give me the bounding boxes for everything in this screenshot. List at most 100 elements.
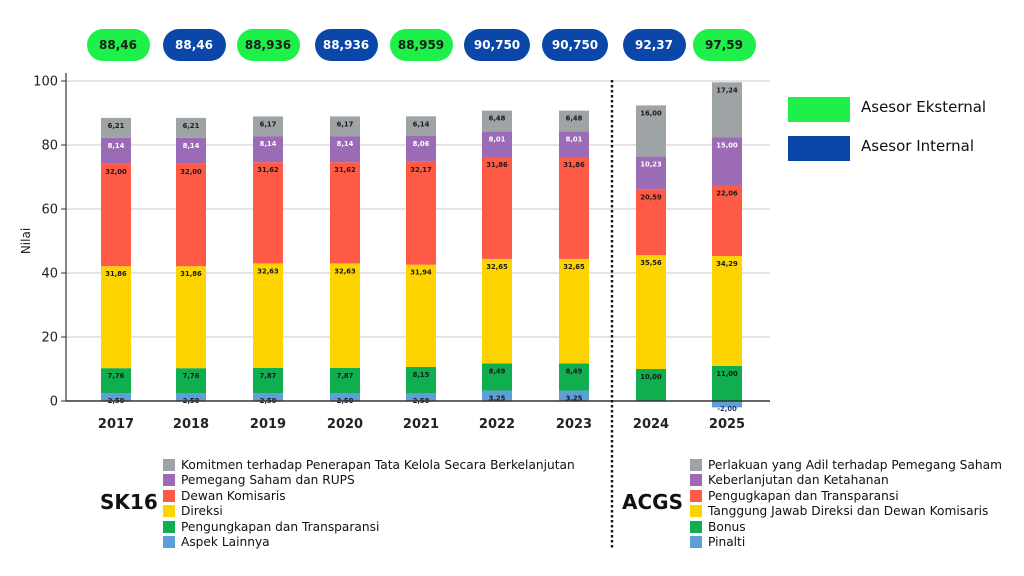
- bar-segment: [636, 189, 666, 256]
- y-tick-label: 40: [41, 267, 58, 282]
- x-tick-label: 2024: [633, 417, 669, 432]
- bar-segment: [176, 266, 206, 369]
- legend-item: Pengungkapan dan Transparansi: [163, 519, 575, 535]
- legend-swatch: [690, 505, 702, 518]
- data-label: 31,86: [105, 270, 127, 278]
- bar-segment: [176, 117, 206, 138]
- bar-segment: [482, 110, 512, 132]
- data-label: 8,06: [413, 140, 430, 148]
- x-tick-label: 2021: [403, 417, 439, 432]
- score-pill-2022: 90,750: [464, 29, 530, 61]
- bar-segment: [406, 393, 436, 401]
- legend-swatch-external: [788, 97, 850, 122]
- sk16-title: SK16: [100, 490, 158, 514]
- bar-segment: [330, 393, 360, 401]
- data-label: 7,76: [108, 372, 125, 380]
- bar-segment: [712, 185, 742, 257]
- bar-segment: [636, 156, 666, 190]
- legend-item: Komitmen terhadap Penerapan Tata Kelola …: [163, 457, 575, 473]
- score-pill-2019: 88,936: [236, 29, 300, 61]
- score-pill-2020: 88,936: [314, 29, 378, 61]
- y-tick-label: 60: [41, 203, 58, 218]
- data-label: 8,49: [566, 367, 583, 375]
- x-tick-label: 2019: [250, 417, 286, 432]
- data-label: 22,06: [716, 189, 738, 197]
- legend-swatch: [163, 474, 175, 487]
- bar-segment: [636, 105, 666, 157]
- bar-segment: [559, 157, 589, 259]
- axes: 0 20 40 60 80 100 2017 2018 2019 2020 2021 2022 2023…: [33, 73, 770, 432]
- score-pill-2017: 88,46: [86, 29, 150, 61]
- y-tick-label: 100: [33, 75, 58, 90]
- data-label: 6,14: [413, 120, 430, 128]
- data-label: 32,63: [334, 267, 356, 275]
- bar-segment: [482, 258, 512, 364]
- data-label: 16,00: [640, 109, 662, 117]
- bar-segment: [176, 393, 206, 401]
- bar-segment: [482, 157, 512, 259]
- bar-segment: [330, 263, 360, 368]
- bar-segment: [406, 264, 436, 367]
- legend-label: Pemegang Saham dan RUPS: [181, 473, 355, 488]
- legend-swatch: [690, 536, 702, 549]
- data-label: 35,56: [640, 259, 662, 267]
- bar-segment: [253, 393, 283, 401]
- bar-segment: [406, 366, 436, 393]
- data-label: 20,59: [640, 193, 662, 201]
- x-tick-label: 2020: [327, 417, 363, 432]
- acgs-legend: Perlakuan yang Adil terhadap Pemegang Sa…: [690, 457, 1002, 550]
- legend-label: Komitmen terhadap Penerapan Tata Kelola …: [181, 457, 575, 472]
- data-label: 32,65: [486, 263, 508, 271]
- bar-segment: [253, 162, 283, 264]
- legend-item: Tanggung Jawab Direksi dan Dewan Komisar…: [690, 504, 1002, 520]
- data-label: 7,87: [337, 372, 354, 380]
- data-label: 10,00: [640, 373, 662, 381]
- bar-segment: [636, 369, 666, 401]
- score-pill-2025: 97,59: [692, 29, 756, 61]
- data-label: 6,48: [489, 115, 506, 123]
- data-label: 8,01: [566, 135, 583, 143]
- legend-item: Dewan Komisaris: [163, 488, 575, 504]
- bar-segment: [101, 368, 131, 393]
- bar-segment: [559, 390, 589, 401]
- data-label: 8,15: [413, 371, 430, 379]
- legend-item: Perlakuan yang Adil terhadap Pemegang Sa…: [690, 457, 1002, 473]
- data-label: 31,94: [410, 269, 432, 277]
- data-label: -2,00: [717, 405, 737, 413]
- data-label: 8,14: [183, 142, 200, 150]
- bar-segment: [482, 131, 512, 157]
- bar-segment: [482, 363, 512, 391]
- legend-label: Perlakuan yang Adil terhadap Pemegang Sa…: [708, 457, 1002, 472]
- bar-segment: [101, 393, 131, 401]
- legend-item: Pemegang Saham dan RUPS: [163, 473, 575, 489]
- data-label: 8,14: [108, 142, 125, 150]
- legend-swatch: [690, 458, 702, 471]
- data-label: 7,76: [183, 372, 200, 380]
- bar-segment: [636, 255, 666, 369]
- legend-swatch: [690, 520, 702, 533]
- x-tick-label: 2025: [709, 417, 745, 432]
- bar-segment: [101, 163, 131, 267]
- data-label: 31,86: [563, 161, 585, 169]
- legend-label-internal: Asesor Internal: [861, 137, 975, 155]
- score-pill-2024: 92,37: [622, 29, 686, 61]
- score-pill-2018: 88,46: [162, 29, 226, 61]
- legend-swatch: [690, 489, 702, 502]
- bar-segment: [559, 131, 589, 157]
- bar-segment: [406, 116, 436, 136]
- legend-swatch: [163, 536, 175, 549]
- data-label: 10,23: [640, 161, 662, 169]
- y-tick-label: 20: [41, 331, 58, 346]
- bar-segment: [253, 263, 283, 368]
- data-label: 32,17: [410, 166, 432, 174]
- legend-label: Dewan Komisaris: [181, 488, 286, 503]
- bar-segment: [330, 162, 360, 264]
- legend-label: Pengugkapan dan Transparansi: [708, 488, 899, 503]
- data-label: 32,00: [180, 168, 202, 176]
- bar-segment: [559, 363, 589, 391]
- bar-segment: [176, 163, 206, 267]
- data-label: 32,00: [105, 168, 127, 176]
- bar-segment: [559, 258, 589, 364]
- bar-segment: [559, 110, 589, 132]
